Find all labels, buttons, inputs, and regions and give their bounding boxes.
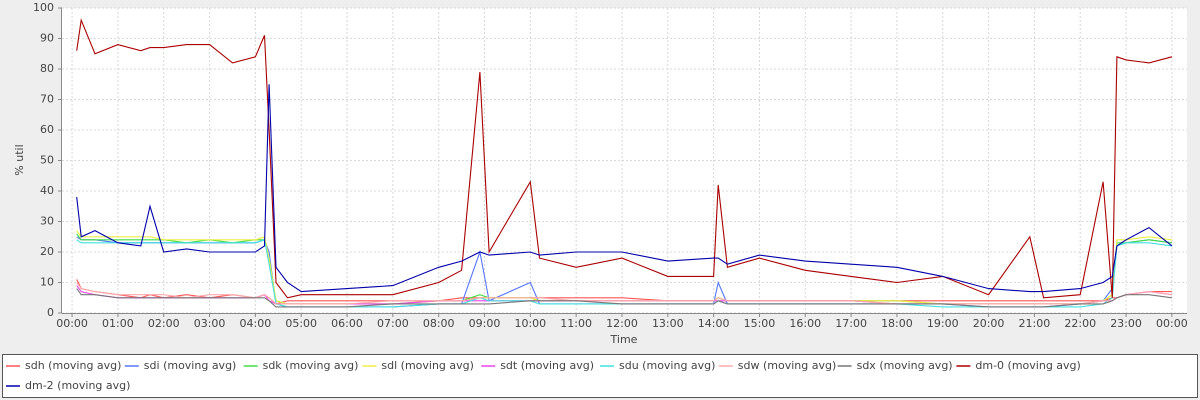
legend-label: sdk (moving avg): [263, 359, 359, 372]
y-axis-label: % util: [13, 144, 26, 175]
x-tick-label: 17:00: [835, 317, 867, 330]
y-tick-label: 60: [40, 123, 54, 136]
x-tick-label: 06:00: [331, 317, 363, 330]
y-tick-label: 80: [40, 62, 54, 75]
x-tick-label: 22:00: [1064, 317, 1096, 330]
legend-label: sdh (moving avg): [25, 359, 121, 372]
x-tick-label: 02:00: [148, 317, 180, 330]
x-tick-label: 04:00: [240, 317, 272, 330]
series-line: [76, 84, 1173, 293]
x-tick-label: 19:00: [927, 317, 959, 330]
x-tick-label: 23:00: [1110, 317, 1142, 330]
series-line: [76, 18, 1173, 299]
legend-label: sdl (moving avg): [381, 359, 474, 372]
y-tick-label: 20: [40, 245, 54, 258]
x-axis-label: Time: [610, 333, 638, 346]
legend-label: sdx (moving avg): [857, 359, 953, 372]
series-line: [76, 288, 1172, 308]
legend-label: sdw (moving avg): [738, 359, 836, 372]
y-tick-label: 30: [40, 215, 54, 228]
x-tick-label: 11:00: [560, 317, 592, 330]
x-tick-label: 05:00: [285, 317, 317, 330]
y-tick-label: 50: [40, 154, 54, 167]
y-tick-label: 100: [33, 1, 54, 14]
x-tick-label: 08:00: [423, 317, 455, 330]
x-tick-label: 07:00: [377, 317, 409, 330]
x-tick-label: 12:00: [606, 317, 638, 330]
x-tick-label: 00:00: [1156, 317, 1188, 330]
legend-box: [2, 354, 1198, 398]
legend-label: dm-2 (moving avg): [25, 379, 130, 392]
x-tick-label: 00:00: [56, 317, 88, 330]
x-tick-label: 21:00: [1019, 317, 1051, 330]
x-tick-label: 20:00: [973, 317, 1005, 330]
x-tick-label: 14:00: [698, 317, 730, 330]
x-tick-label: 13:00: [652, 317, 684, 330]
y-tick-label: 0: [47, 306, 54, 319]
x-tick-label: 15:00: [744, 317, 776, 330]
y-tick-label: 90: [40, 32, 54, 45]
legend-label: sdt (moving avg): [500, 359, 594, 372]
x-tick-label: 10:00: [514, 317, 546, 330]
legend-label: dm-0 (moving avg): [975, 359, 1080, 372]
x-tick-label: 09:00: [469, 317, 501, 330]
y-tick-label: 40: [40, 184, 54, 197]
x-tick-label: 18:00: [881, 317, 913, 330]
x-tick-label: 03:00: [194, 317, 226, 330]
x-tick-label: 01:00: [102, 317, 134, 330]
series-line: [76, 282, 1172, 305]
y-tick-label: 70: [40, 93, 54, 106]
legend-label: sdu (moving avg): [619, 359, 715, 372]
x-tick-label: 16:00: [789, 317, 821, 330]
y-tick-label: 10: [40, 276, 54, 289]
legend-label: sdi (moving avg): [144, 359, 237, 372]
